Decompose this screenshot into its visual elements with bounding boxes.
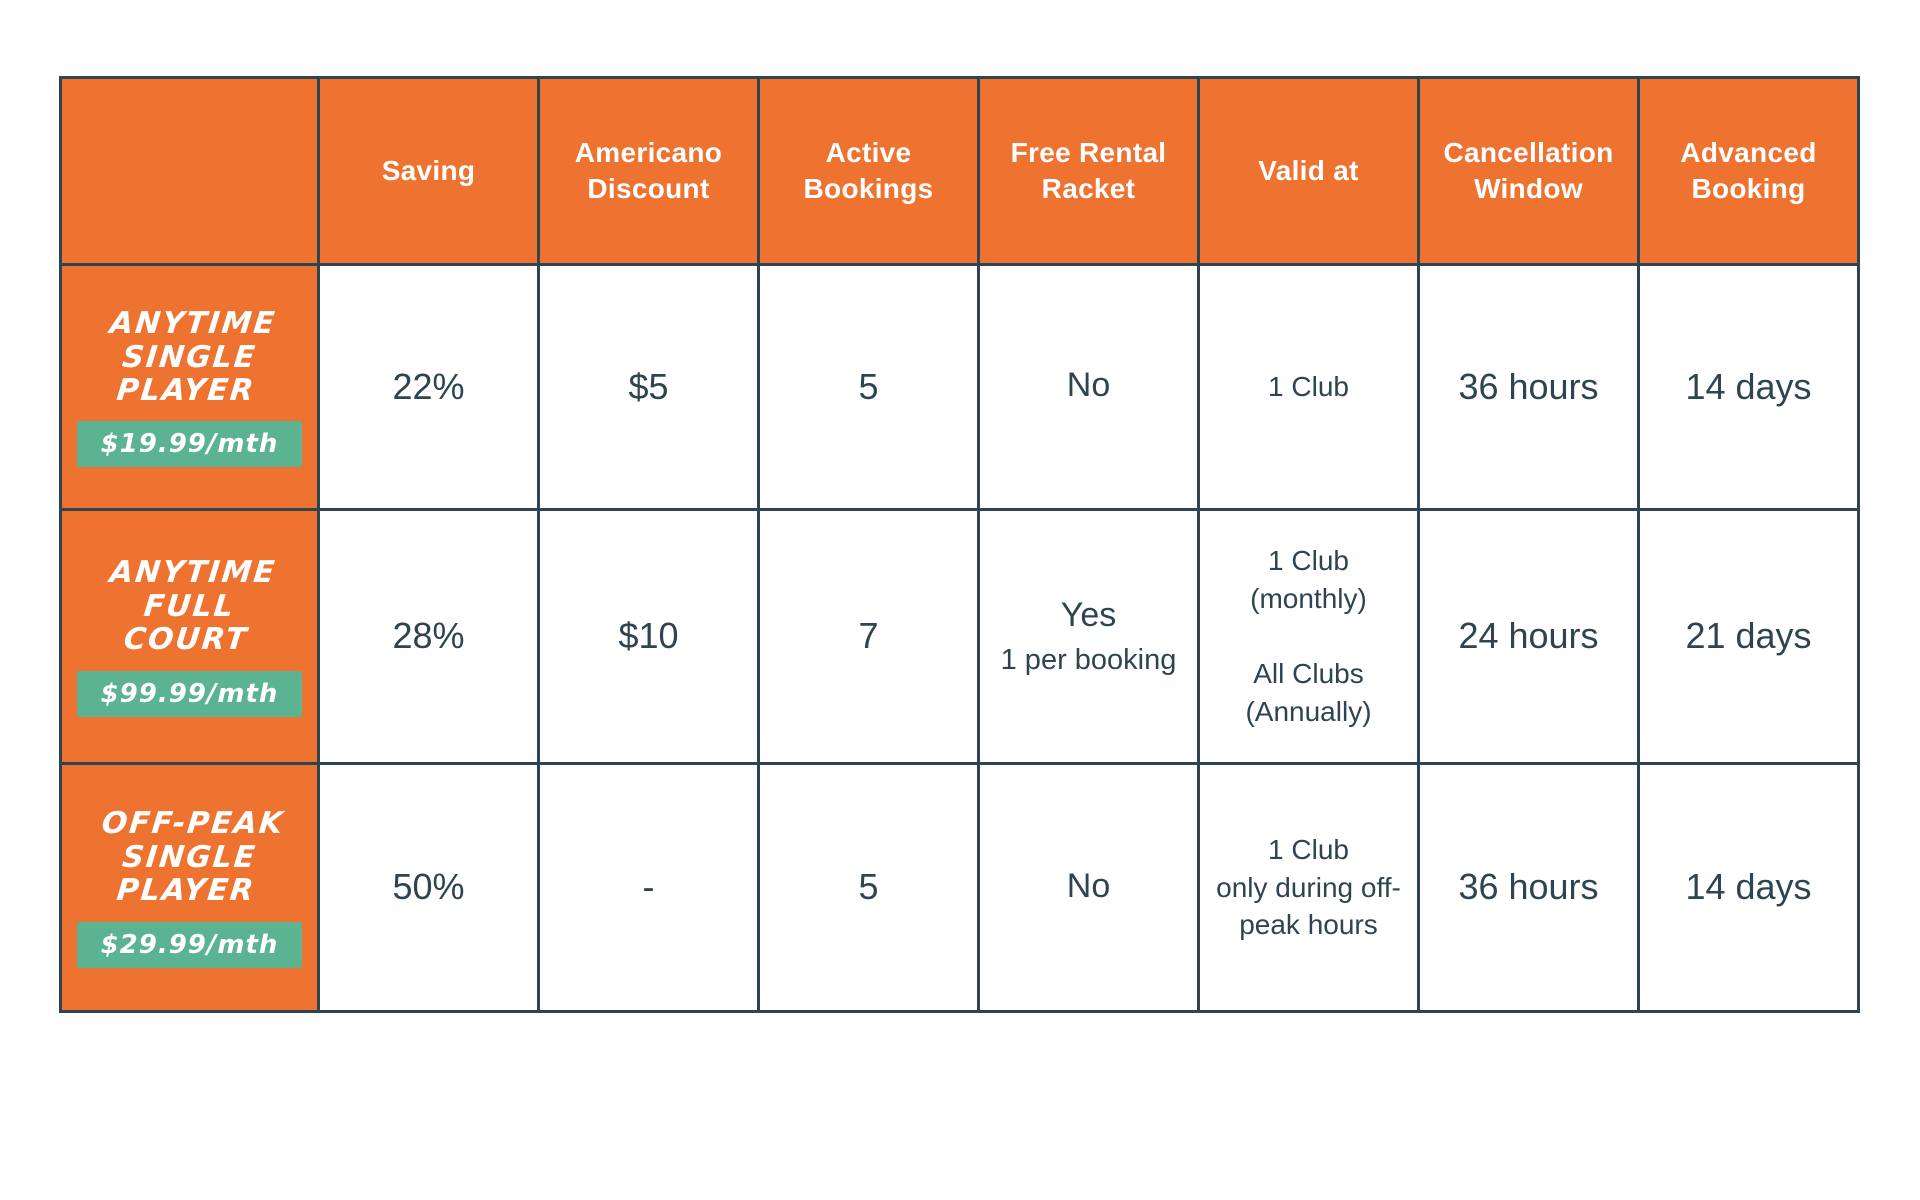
free-rental-value: Yes (1060, 595, 1117, 634)
plan-name: OFF-PEAK SINGLE PLAYER (100, 806, 287, 909)
free-rental-racket-cell: No (977, 762, 1200, 1013)
cancellation-window-cell: 24 hours (1417, 508, 1640, 765)
col-header-free-rental-racket: Free Rental Racket (977, 76, 1200, 266)
cancellation-window-cell: 36 hours (1417, 263, 1640, 511)
free-rental-note: 1 per booking (1000, 643, 1177, 676)
price-badge: $99.99/mth (76, 670, 303, 717)
active-bookings-cell: 5 (757, 762, 980, 1013)
saving-cell: 28% (317, 508, 540, 765)
table-row-anytime-full-court: ANYTIME FULL COURT $99.99/mth 28% $10 7 … (59, 508, 1860, 765)
saving-cell: 50% (317, 762, 540, 1013)
americano-discount-cell: $10 (537, 508, 760, 765)
plan-cell-off-peak-single-player: OFF-PEAK SINGLE PLAYER $29.99/mth (59, 762, 320, 1013)
saving-cell: 22% (317, 263, 540, 511)
price-badge: $29.99/mth (76, 921, 303, 968)
table-row-anytime-single-player: ANYTIME SINGLE PLAYER $19.99/mth 22% $5 … (59, 263, 1860, 511)
americano-discount-cell: $5 (537, 263, 760, 511)
active-bookings-cell: 5 (757, 263, 980, 511)
plan-name: ANYTIME SINGLE PLAYER (108, 305, 278, 408)
plan-cell-anytime-full-court: ANYTIME FULL COURT $99.99/mth (59, 508, 320, 765)
advanced-booking-cell: 14 days (1637, 263, 1860, 511)
col-header-active-bookings: Active Bookings (757, 76, 980, 266)
free-rental-value: No (1066, 366, 1111, 405)
active-bookings-cell: 7 (757, 508, 980, 765)
cancellation-window-cell: 36 hours (1417, 762, 1640, 1013)
free-rental-racket-cell: Yes 1 per booking (977, 508, 1200, 765)
col-header-saving: Saving (317, 76, 540, 266)
table-row-off-peak-single-player: OFF-PEAK SINGLE PLAYER $29.99/mth 50% - … (59, 762, 1860, 1013)
free-rental-value: No (1066, 866, 1111, 905)
col-header-cancellation-window: Cancellation Window (1417, 76, 1640, 266)
plan-name: ANYTIME FULL COURT (108, 555, 278, 658)
free-rental-racket-cell: No (977, 263, 1200, 511)
valid-at-cell: 1 Club (1197, 263, 1420, 511)
col-header-americano-discount: Americano Discount (537, 76, 760, 266)
americano-discount-cell: - (537, 762, 760, 1013)
col-header-advanced-booking: Advanced Booking (1637, 76, 1860, 266)
corner-cell (59, 76, 320, 266)
advanced-booking-cell: 14 days (1637, 762, 1860, 1013)
plan-cell-anytime-single-player: ANYTIME SINGLE PLAYER $19.99/mth (59, 263, 320, 511)
valid-at-cell: 1 Club only during off- peak hours (1197, 762, 1420, 1013)
advanced-booking-cell: 21 days (1637, 508, 1860, 765)
pricing-table: Saving Americano Discount Active Booking… (59, 76, 1860, 1013)
col-header-valid-at: Valid at (1197, 76, 1420, 266)
valid-at-cell: 1 Club (monthly) All Clubs (Annually) (1197, 508, 1420, 765)
header-row: Saving Americano Discount Active Booking… (59, 76, 1860, 266)
price-badge: $19.99/mth (76, 421, 303, 468)
